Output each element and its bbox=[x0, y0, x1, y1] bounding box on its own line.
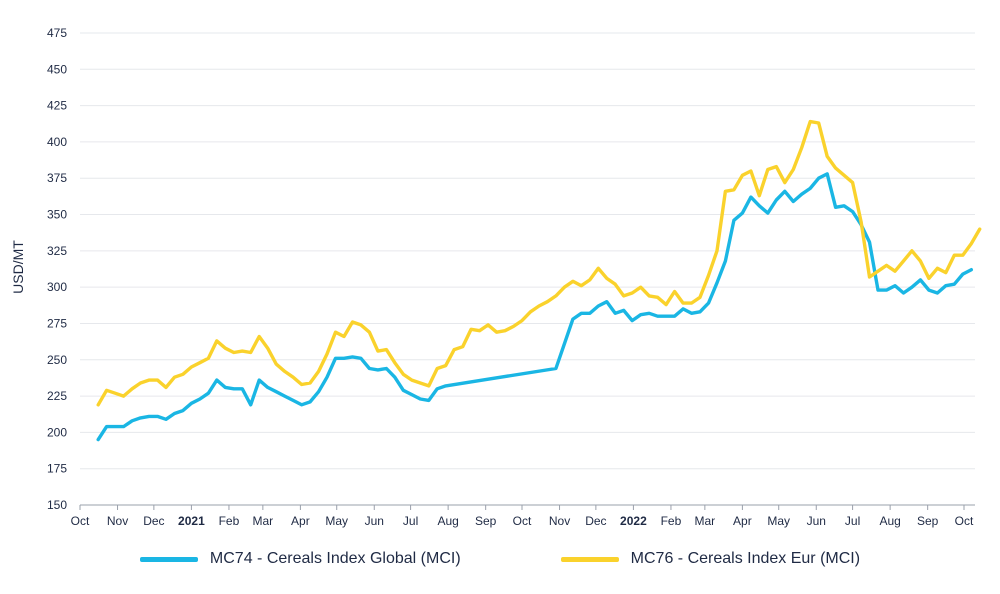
y-tick-label: 475 bbox=[47, 26, 67, 40]
y-tick-label: 375 bbox=[47, 171, 67, 185]
x-tick-label: Jul bbox=[403, 514, 418, 528]
y-tick-label: 325 bbox=[47, 244, 67, 258]
y-tick-label: 150 bbox=[47, 498, 67, 512]
x-tick-label: Sep bbox=[475, 514, 497, 528]
x-tick-label: Oct bbox=[955, 514, 974, 528]
legend-label-mc74: MC74 - Cereals Index Global (MCI) bbox=[209, 550, 461, 567]
x-tick-label: Jun bbox=[807, 514, 826, 528]
y-axis-label: USD/MT bbox=[10, 240, 26, 294]
y-tick-label: 350 bbox=[47, 208, 67, 222]
legend-swatch-mc76 bbox=[560, 556, 619, 562]
x-tick-label: Aug bbox=[879, 514, 900, 528]
y-tick-label: 225 bbox=[47, 389, 67, 403]
x-tick-label: Dec bbox=[143, 514, 164, 528]
legend: MC74 - Cereals Index Global (MCI) MC76 -… bbox=[0, 550, 1000, 568]
x-tick-label: Feb bbox=[219, 514, 240, 528]
y-tick-label: 275 bbox=[47, 316, 67, 330]
x-tick-label: Apr bbox=[733, 514, 752, 528]
x-tick-label: 2022 bbox=[620, 514, 647, 528]
x-tick-label: Apr bbox=[291, 514, 310, 528]
x-tick-label: May bbox=[325, 514, 348, 528]
y-tick-label: 450 bbox=[47, 62, 67, 76]
y-tick-label: 175 bbox=[47, 462, 67, 476]
x-tick-label: Nov bbox=[549, 514, 570, 528]
legend-swatch-mc74 bbox=[139, 556, 198, 562]
y-tick-label: 200 bbox=[47, 425, 67, 439]
y-tick-label: 400 bbox=[47, 135, 67, 149]
x-tick-label: Mar bbox=[253, 514, 274, 528]
legend-item-mc74: MC74 - Cereals Index Global (MCI) bbox=[139, 550, 461, 568]
x-tick-label: Mar bbox=[695, 514, 716, 528]
x-axis-ticks: Oct Nov Dec 2021 Feb Mar Apr May Jun Jul Aug Sep Oct… bbox=[71, 505, 974, 528]
x-tick-label: Jun bbox=[365, 514, 384, 528]
x-tick-label: Nov bbox=[107, 514, 128, 528]
x-tick-label: Sep bbox=[917, 514, 939, 528]
series-lines bbox=[96, 119, 982, 442]
series-line-mc76 bbox=[96, 119, 982, 407]
y-tick-label: 250 bbox=[47, 353, 67, 367]
legend-item-mc76: MC76 - Cereals Index Eur (MCI) bbox=[560, 550, 861, 568]
x-tick-label: 2021 bbox=[178, 514, 205, 528]
y-tick-label: 300 bbox=[47, 280, 67, 294]
x-tick-label: Aug bbox=[437, 514, 458, 528]
x-tick-label: Feb bbox=[661, 514, 682, 528]
grid bbox=[80, 32, 975, 506]
x-tick-label: Oct bbox=[71, 514, 90, 528]
y-tick-label: 425 bbox=[47, 99, 67, 113]
legend-label-mc76: MC76 - Cereals Index Eur (MCI) bbox=[630, 550, 861, 567]
y-axis-ticks: 150 175 200 225 250 275 300 325 350 375 400 425 450 4… bbox=[47, 26, 67, 512]
x-tick-label: Jul bbox=[845, 514, 860, 528]
x-tick-label: Oct bbox=[513, 514, 532, 528]
x-tick-label: Dec bbox=[585, 514, 606, 528]
x-tick-label: May bbox=[767, 514, 790, 528]
series-line-mc74 bbox=[96, 172, 973, 442]
